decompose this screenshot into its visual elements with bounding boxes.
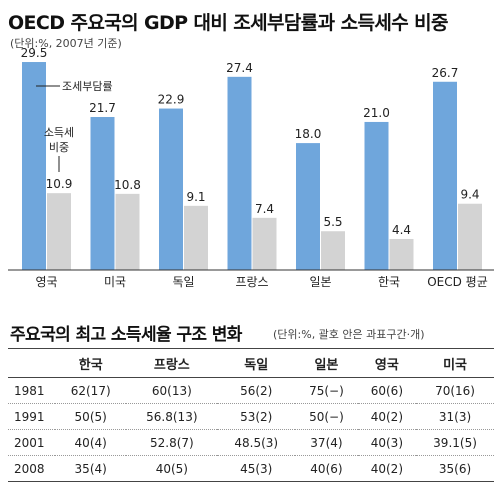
table-cell: 35(4) <box>55 455 127 482</box>
chart-title: OECD 주요국의 GDP 대비 조세부담률과 소득세수 비중 <box>8 12 448 34</box>
data-label-tax-burden: 18.0 <box>295 127 322 141</box>
legend-label-tax-burden: 조세부담률 <box>62 80 113 93</box>
bar-tax-burden <box>296 143 320 270</box>
table-cell: 60(6) <box>357 377 417 404</box>
category-label: 영국 <box>35 275 57 289</box>
table-cell: 45(3) <box>217 455 296 482</box>
table-cell: 48.5(3) <box>217 429 296 456</box>
table-row: 1981 62(17) 60(13) 56(2) 75(−) 60(6) 70(… <box>8 377 494 404</box>
table-row: 2008 35(4) 40(5) 45(3) 40(6) 40(2) 35(6) <box>8 455 494 482</box>
table-cell: 40(2) <box>357 403 417 430</box>
category-label: 독일 <box>172 275 194 289</box>
table-cell: 40(4) <box>55 429 127 456</box>
bar-income-tax-share <box>47 193 71 270</box>
bar-tax-burden <box>433 81 457 270</box>
data-label-tax-burden: 21.0 <box>363 106 390 120</box>
category-label: OECD 평균 <box>427 275 488 289</box>
table-cell: 62(17) <box>55 377 127 404</box>
header-cell-uk: 영국 <box>357 348 417 378</box>
table-cell: 50(−) <box>295 403 358 430</box>
table-cell-year: 1991 <box>8 403 55 430</box>
data-label-income-tax-share: 9.1 <box>186 190 205 204</box>
category-label: 미국 <box>104 275 126 289</box>
bar-income-tax-share <box>115 193 140 270</box>
table-cell: 56.8(13) <box>126 403 218 430</box>
table-cell-year: 1981 <box>8 377 55 404</box>
header-cell-france: 프랑스 <box>126 348 218 378</box>
table-title: 주요국의 최고 소득세율 구조 변화 <box>10 325 242 345</box>
table-cell: 39.1(5) <box>416 429 494 456</box>
header-cell-blank <box>8 348 55 378</box>
header-cell-japan: 일본 <box>295 348 358 378</box>
header-cell-us: 미국 <box>416 348 494 378</box>
table-cell: 40(6) <box>295 455 358 482</box>
table-subtitle: (단위:%, 괄호 안은 과표구간·개) <box>273 328 425 341</box>
table-cell: 50(5) <box>55 403 127 430</box>
bar-income-tax-share <box>389 238 414 270</box>
bar-tax-burden <box>227 76 252 270</box>
table-cell: 40(3) <box>357 429 417 456</box>
table-cell: 35(6) <box>416 455 494 482</box>
data-label-tax-burden: 21.7 <box>89 101 116 115</box>
data-label-income-tax-share: 4.4 <box>392 223 411 237</box>
data-label-tax-burden: 29.5 <box>21 46 48 60</box>
bar-income-tax-share <box>184 205 208 270</box>
table-cell: 53(2) <box>217 403 296 430</box>
bar-tax-burden <box>90 117 115 270</box>
bar-tax-burden <box>364 121 389 270</box>
data-label-income-tax-share: 10.8 <box>114 178 141 192</box>
data-label-tax-burden: 26.7 <box>432 66 459 80</box>
bar-income-tax-share <box>458 203 482 270</box>
table-cell: 75(−) <box>295 377 358 404</box>
table-cell-year: 2008 <box>8 455 55 482</box>
category-label: 일본 <box>309 275 331 289</box>
table-cell: 52.8(7) <box>126 429 218 456</box>
chart-subtitle: (단위:%, 2007년 기준) <box>10 37 122 50</box>
data-label-tax-burden: 22.9 <box>158 93 185 107</box>
table-cell: 70(16) <box>416 377 494 404</box>
table-cell-year: 2001 <box>8 429 55 456</box>
category-label: 프랑스 <box>235 275 268 289</box>
bar-income-tax-share <box>252 217 277 270</box>
header-cell-korea: 한국 <box>55 348 127 378</box>
bar-chart: 29.5 10.9 영국 21.7 10.8 미국 22.9 9.1 독일 27.4 7.4 프랑스 1… <box>8 46 494 289</box>
data-label-income-tax-share: 5.5 <box>323 215 342 229</box>
data-label-income-tax-share: 9.4 <box>460 188 479 202</box>
table-cell: 60(13) <box>126 377 218 404</box>
table-row: 1991 50(5) 56.8(13) 53(2) 50(−) 40(2) 31… <box>8 403 494 430</box>
header-cell-germany: 독일 <box>217 348 296 378</box>
table-cell: 37(4) <box>295 429 358 456</box>
legend-label-income-tax-share-2: 비중 <box>49 141 69 154</box>
tax-rate-table: 한국 프랑스 독일 일본 영국 미국 1981 62(17) 60(13) 56… <box>8 348 494 482</box>
table-header-row: 한국 프랑스 독일 일본 영국 미국 <box>8 348 494 378</box>
data-label-income-tax-share: 10.9 <box>46 177 73 191</box>
bar-income-tax-share <box>321 231 345 270</box>
table-cell: 40(2) <box>357 455 417 482</box>
category-label: 한국 <box>378 275 400 289</box>
bar-tax-burden <box>159 108 183 271</box>
table-cell: 40(5) <box>126 455 218 482</box>
table-cell: 31(3) <box>416 403 494 430</box>
legend-label-income-tax-share: 소득세 <box>44 126 74 139</box>
table-row: 2001 40(4) 52.8(7) 48.5(3) 37(4) 40(3) 3… <box>8 429 494 456</box>
table-cell: 56(2) <box>217 377 296 404</box>
data-label-income-tax-share: 7.4 <box>255 202 274 216</box>
bar-tax-burden <box>22 62 46 271</box>
data-label-tax-burden: 27.4 <box>226 61 253 75</box>
